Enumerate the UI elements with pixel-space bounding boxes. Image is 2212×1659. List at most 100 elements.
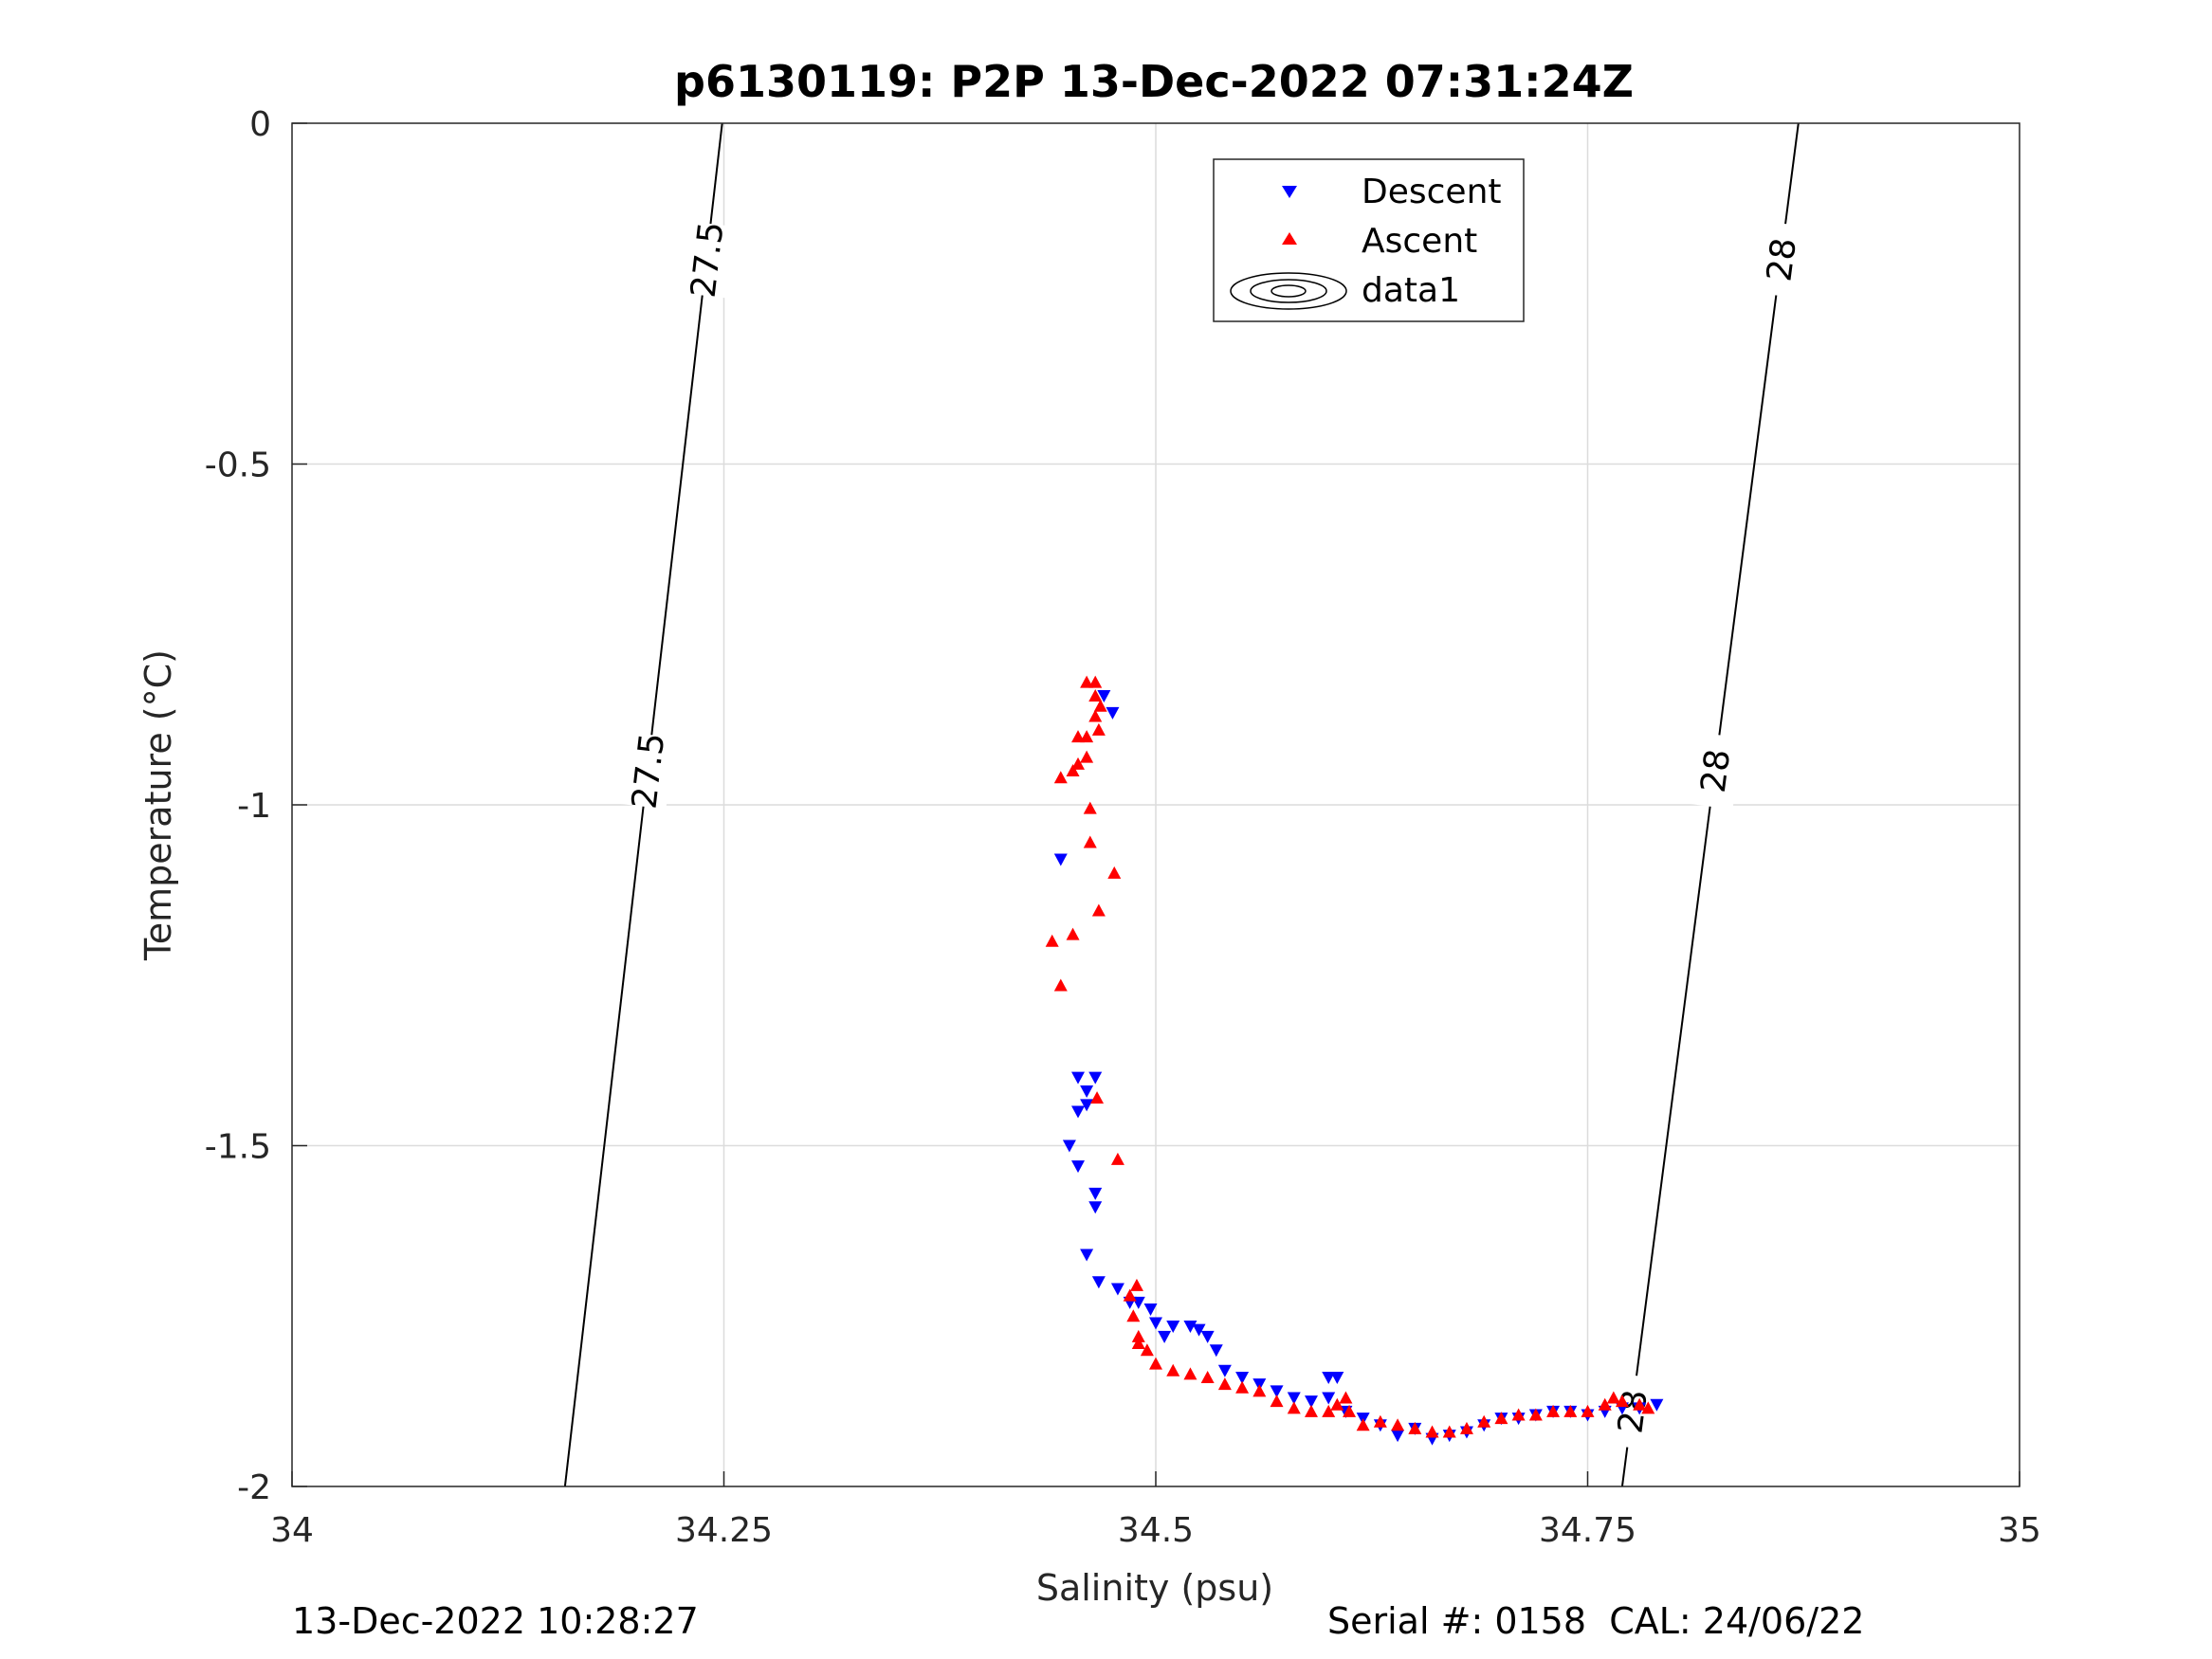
ascent-point	[1083, 835, 1097, 848]
contour-label-gap	[1687, 732, 1743, 810]
footer-timestamp: 13-Dec-2022 10:28:27	[292, 1600, 699, 1642]
ascent-point	[1546, 1404, 1561, 1417]
ascent-point	[1528, 1408, 1543, 1421]
ascent-point	[1343, 1404, 1357, 1417]
descent-point	[1650, 1398, 1664, 1412]
ascent-point	[1442, 1425, 1456, 1438]
ascent-point	[1356, 1418, 1370, 1431]
descent-point	[1080, 1085, 1094, 1098]
contour-label: 28	[1694, 747, 1739, 795]
ascent-point	[1641, 1401, 1655, 1414]
legend-ascent-label: Ascent	[1362, 222, 1477, 261]
ascent-point	[1131, 1329, 1145, 1342]
ascent-point	[1091, 722, 1106, 736]
ascent-point	[1235, 1380, 1250, 1394]
legend: Descent Ascent data1	[1213, 158, 1525, 322]
ascent-point	[1598, 1397, 1612, 1411]
x-tick-label: 35	[1998, 1511, 2041, 1550]
ascent-point	[1091, 903, 1106, 917]
y-tick-label: -1.5	[205, 1128, 271, 1167]
ascent-point	[1131, 1337, 1145, 1350]
ascent-point	[1373, 1414, 1387, 1428]
ascent-point	[1459, 1421, 1473, 1434]
contour-label-gap	[679, 221, 734, 299]
legend-contour-marker	[1230, 272, 1347, 310]
ascent-point	[1606, 1391, 1620, 1404]
descent-point	[1192, 1323, 1206, 1337]
descent-point	[1304, 1395, 1318, 1409]
ascent-point	[1123, 1288, 1137, 1302]
ascent-point	[1270, 1395, 1284, 1408]
ascent-point	[1149, 1357, 1162, 1370]
x-tick-label: 34.5	[1118, 1511, 1194, 1550]
descent-point	[1209, 1344, 1223, 1358]
ascent-point	[1066, 764, 1080, 777]
descent-point	[1330, 1371, 1344, 1384]
descent-point	[1158, 1330, 1172, 1343]
ascent-point	[1071, 730, 1086, 743]
legend-descent-marker	[1282, 186, 1297, 198]
ascent-point	[1581, 1404, 1595, 1417]
y-tick-label: 0	[249, 105, 271, 144]
ascent-point	[1088, 688, 1103, 702]
ascent-point	[1083, 801, 1097, 814]
y-tick-label: -2	[237, 1468, 271, 1507]
descent-point	[1091, 1276, 1106, 1289]
ascent-point	[1563, 1404, 1578, 1417]
descent-point	[1071, 1160, 1086, 1174]
contour-label-gap	[1604, 1373, 1659, 1450]
descent-point	[1322, 1392, 1336, 1405]
ascent-point	[1304, 1404, 1318, 1417]
x-axis-label: Salinity (psu)	[1036, 1567, 1273, 1609]
ascent-point	[1066, 927, 1080, 940]
ascent-point	[1080, 730, 1094, 743]
ascent-point	[1088, 675, 1103, 688]
legend-box	[1213, 158, 1525, 322]
x-tick-label: 34.75	[1539, 1511, 1636, 1550]
ascent-point	[1080, 675, 1094, 688]
descent-point	[1080, 1099, 1094, 1112]
ascent-point	[1140, 1343, 1154, 1357]
x-tick-label: 34.25	[675, 1511, 773, 1550]
descent-point	[1235, 1371, 1250, 1384]
chart-title: p6130119: P2P 13-Dec-2022 07:31:24Z	[674, 56, 1634, 107]
data-points	[1045, 675, 1664, 1446]
ascent-point	[1080, 750, 1094, 763]
descent-point	[1322, 1371, 1336, 1384]
contour-label: 27.5	[685, 220, 732, 300]
x-tick-label: 34	[270, 1511, 314, 1550]
ascent-point	[1071, 757, 1086, 770]
descent-point	[1097, 689, 1111, 702]
ascent-point	[1110, 1152, 1124, 1165]
ascent-point	[1511, 1408, 1526, 1421]
y-tick-label: -1	[237, 787, 271, 826]
ascent-point	[1330, 1397, 1344, 1411]
descent-point	[1217, 1364, 1232, 1377]
ascent-point	[1287, 1401, 1301, 1414]
descent-point	[1088, 1187, 1103, 1200]
ascent-point	[1107, 866, 1122, 879]
descent-point	[1183, 1321, 1197, 1334]
descent-point	[1391, 1430, 1405, 1443]
ascent-point	[1093, 699, 1107, 712]
descent-point	[1287, 1392, 1301, 1405]
descent-point	[1053, 853, 1068, 866]
descent-point	[1088, 1201, 1103, 1214]
legend-contour-label: data1	[1362, 271, 1460, 310]
descent-point	[1270, 1385, 1284, 1398]
ascent-point	[1053, 771, 1068, 784]
y-tick-label: -0.5	[205, 447, 271, 485]
ascent-point	[1126, 1309, 1141, 1322]
ascent-point	[1129, 1278, 1143, 1291]
descent-point	[1062, 1139, 1076, 1153]
contour-label: 28	[1760, 236, 1804, 284]
legend-ascent-marker	[1282, 232, 1297, 245]
ascent-point	[1615, 1395, 1629, 1408]
ascent-point	[1088, 709, 1103, 722]
ascent-point	[1045, 934, 1059, 947]
ascent-point	[1217, 1377, 1232, 1391]
ascent-point	[1633, 1397, 1647, 1411]
axis-ticks: 34 34.25 34.5 34.75 35 0 -0.5 -1 -1.5 -2	[205, 105, 2041, 1550]
